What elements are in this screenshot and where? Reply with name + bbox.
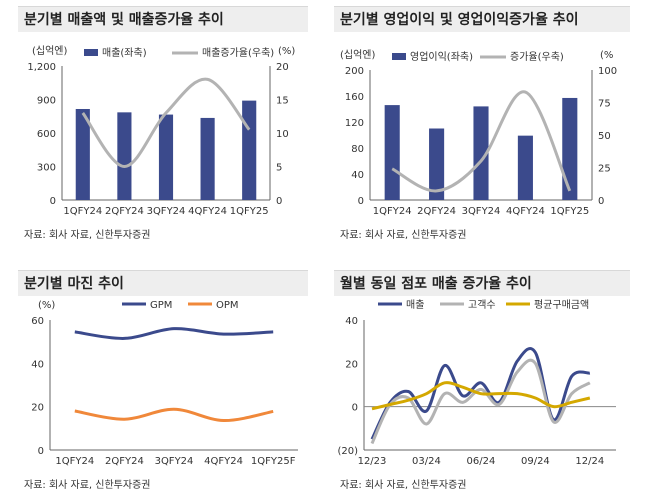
y-tick-label: 0 <box>352 403 358 414</box>
y-tick-label: 40 <box>31 359 44 370</box>
legend-label: 영업이익(좌축) <box>410 50 473 63</box>
y-tick-label: 200 <box>345 66 364 77</box>
x-tick-label: 4QFY24 <box>188 206 227 217</box>
series-line <box>81 77 251 169</box>
panel-title: 분기별 매출액 및 매출증가율 추이 <box>18 6 308 32</box>
x-tick-label: 2QFY24 <box>417 206 456 217</box>
x-tick-label: 12/23 <box>358 456 387 467</box>
x-tick-label: 1QFY24 <box>55 456 94 467</box>
bar <box>158 114 174 200</box>
chart-op-income: (십억엔) (% 200 160 120 80 40 0 100 75 50 25 0 1QFY24 2QF… <box>340 49 617 217</box>
x-tick-label: 4QFY24 <box>204 456 243 467</box>
y2-tick-label: 75 <box>598 99 611 110</box>
y2-tick-label: 20 <box>276 62 289 73</box>
y-tick-label: 300 <box>37 163 56 174</box>
y-tick-label: 0 <box>358 196 364 207</box>
panel-title: 분기별 영업이익 및 영업이익증가율 추이 <box>334 6 630 32</box>
y-tick-label: 80 <box>351 144 364 155</box>
panel-op-income: 분기별 영업이익 및 영업이익증가율 추이 (십억엔) (% 200 160 120 80… <box>334 6 630 246</box>
x-tick-label: 03/24 <box>412 456 441 467</box>
legend-label: 매출증가율(우축) <box>202 47 274 59</box>
x-tick-label: 1QFY24 <box>63 206 102 217</box>
bar <box>429 128 445 200</box>
chart-sales: (십억엔) (%) 1,200 900 600 300 0 20 15 10 5 0 1QFY24 2QF… <box>27 45 295 217</box>
y-tick-label: 1,200 <box>27 62 56 73</box>
legend-swatch <box>84 49 98 56</box>
x-tick-label: 4QFY24 <box>506 206 545 217</box>
y-tick-label: 120 <box>345 118 364 129</box>
y2-tick-label: 25 <box>598 164 611 175</box>
bar <box>200 117 215 200</box>
legend-label: 증가율(우축) <box>510 51 564 63</box>
y2-tick-label: 10 <box>276 129 289 140</box>
y2-tick-label: 15 <box>276 96 289 107</box>
x-tick-label: 3QFY24 <box>155 456 194 467</box>
x-tick-label: 12/24 <box>575 456 604 467</box>
y2-tick-label: 5 <box>276 163 282 174</box>
y-tick-label: 40 <box>345 316 358 327</box>
panel-title: 분기별 마진 추이 <box>18 270 308 296</box>
y-tick-label: 0 <box>50 196 56 207</box>
x-tick-label: 06/24 <box>467 456 496 467</box>
bar <box>473 106 489 200</box>
chart-margin: (%) 60 40 20 0 1QFY24 2QFY24 3QFY24 4QFY24 1QFY25… <box>31 300 298 467</box>
y-tick-label: 20 <box>31 403 44 414</box>
x-tick-label: 2QFY24 <box>105 206 144 217</box>
y-tick-label: 20 <box>345 359 358 370</box>
y-tick-label: 40 <box>351 170 364 181</box>
panel-margin: 분기별 마진 추이 (%) 60 40 20 0 1QFY24 2QFY24 3QFY24 4Q… <box>18 270 308 491</box>
y-axis-unit: (십억엔) <box>32 45 68 57</box>
legend-label: 매출 <box>406 299 424 311</box>
legend-label: 매출(좌축) <box>102 47 147 59</box>
x-tick-label: 2QFY24 <box>105 456 144 467</box>
y-tick-label: 600 <box>37 129 56 140</box>
source-note: 자료: 회사 자료, 신한투자증권 <box>24 230 151 241</box>
x-tick-label: 1QFY25 <box>550 206 589 217</box>
bar <box>242 100 257 200</box>
x-tick-label: 1QFY25F <box>251 456 296 467</box>
y2-tick-label: 100 <box>598 66 617 77</box>
y-tick-label: 60 <box>31 316 44 327</box>
bar <box>384 105 400 200</box>
source-note: 자료: 회사 자료, 신한투자증권 <box>340 230 467 241</box>
source-note: 자료: 회사 자료, 신한투자증권 <box>24 480 151 491</box>
bar <box>117 112 132 200</box>
y-tick-label: 900 <box>37 96 56 107</box>
legend-label: GPM <box>150 300 172 311</box>
y-tick-label: (20) <box>337 446 358 457</box>
series-line <box>391 90 572 193</box>
legend-swatch <box>392 53 406 60</box>
y-axis-unit: (십억엔) <box>340 49 376 61</box>
x-tick-label: 3QFY24 <box>147 206 186 217</box>
series-line <box>74 407 274 423</box>
bar <box>562 97 578 200</box>
legend-label: 평균구매금액 <box>534 299 589 311</box>
series-line <box>74 327 274 340</box>
y2-tick-label: 0 <box>598 196 604 207</box>
series-line <box>371 381 591 411</box>
y2-axis-unit: (%) <box>278 46 295 57</box>
x-tick-label: 1QFY25 <box>230 206 269 217</box>
y2-tick-label: 50 <box>598 131 611 142</box>
y-tick-label: 160 <box>345 92 364 103</box>
series-line <box>370 358 591 445</box>
y2-axis-unit: (% <box>600 50 613 61</box>
legend-label: 고객수 <box>468 299 496 311</box>
source-note: 자료: 회사 자료, 신한투자증권 <box>340 480 467 491</box>
y2-tick-label: 0 <box>276 196 282 207</box>
x-tick-label: 09/24 <box>521 456 550 467</box>
y-tick-label: 0 <box>38 446 44 457</box>
panel-same-store: 월별 동일 점포 매출 증가율 추이 40 20 0 (20) 12/23 03/24 06… <box>334 270 630 491</box>
panel-title: 월별 동일 점포 매출 증가율 추이 <box>334 270 630 296</box>
bar <box>75 108 90 200</box>
legend-label: OPM <box>216 300 239 311</box>
bar <box>517 135 533 200</box>
panel-sales: 분기별 매출액 및 매출증가율 추이 (십억엔) (%) 1,200 900 600 30… <box>18 6 308 246</box>
chart-same-store: 40 20 0 (20)12/23 03/24 06/24 09/24 12/24 매출 고객수 평… <box>337 299 616 467</box>
x-tick-label: 3QFY24 <box>462 206 501 217</box>
y-axis-unit: (%) <box>38 300 55 311</box>
x-tick-label: 1QFY24 <box>373 206 412 217</box>
